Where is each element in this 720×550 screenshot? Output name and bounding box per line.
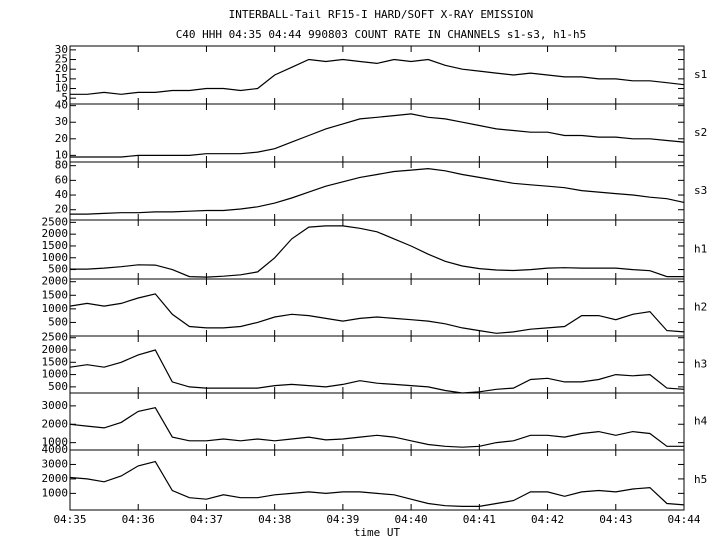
y-tick-label: 80 bbox=[55, 159, 68, 172]
x-tick-label: 04:42 bbox=[531, 513, 564, 526]
y-tick-label: 2000 bbox=[42, 275, 69, 288]
y-tick-label: 1000 bbox=[42, 251, 69, 264]
x-axis-label: time UT bbox=[354, 526, 401, 539]
y-tick-label: 30 bbox=[55, 115, 68, 128]
data-line bbox=[70, 58, 685, 95]
y-tick-label: 1500 bbox=[42, 239, 69, 252]
x-tick-label: 04:43 bbox=[599, 513, 632, 526]
y-tick-label: 20 bbox=[55, 62, 68, 75]
chart-subtitle: C40 HHH 04:35 04:44 990803 COUNT RATE IN… bbox=[176, 28, 587, 41]
panel-label: s2 bbox=[694, 126, 707, 139]
x-tick-label: 04:37 bbox=[190, 513, 223, 526]
data-line bbox=[70, 167, 685, 215]
y-tick-label: 500 bbox=[48, 263, 68, 276]
y-tick-label: 25 bbox=[55, 53, 68, 66]
panel-label: h3 bbox=[694, 358, 707, 371]
data-line bbox=[70, 113, 685, 158]
y-tick-label: 15 bbox=[55, 72, 68, 85]
x-tick-label: 04:39 bbox=[326, 513, 359, 526]
panel-label: h2 bbox=[694, 301, 707, 314]
y-tick-label: 1000 bbox=[42, 368, 69, 381]
data-line bbox=[69, 349, 685, 394]
y-tick-label: 20 bbox=[55, 203, 68, 216]
y-tick-label: 2500 bbox=[42, 331, 69, 344]
x-tick-label: 04:41 bbox=[463, 513, 496, 526]
data-line bbox=[69, 293, 685, 334]
panel-frame bbox=[69, 449, 685, 511]
y-tick-label: 40 bbox=[55, 99, 68, 112]
panel-frame bbox=[69, 278, 685, 337]
panel-label: s3 bbox=[694, 184, 707, 197]
y-tick-label: 1000 bbox=[42, 302, 69, 315]
data-line bbox=[69, 460, 685, 507]
x-tick-label: 04:40 bbox=[395, 513, 428, 526]
y-tick-label: 3000 bbox=[42, 399, 69, 412]
y-tick-label: 20 bbox=[55, 132, 68, 145]
panel-frame bbox=[69, 392, 685, 451]
x-tick-label: 04:44 bbox=[667, 513, 700, 526]
y-tick-label: 30 bbox=[55, 43, 68, 56]
chart-title: INTERBALL-Tail RF15-I HARD/SOFT X-RAY EM… bbox=[229, 8, 534, 21]
y-tick-label: 3000 bbox=[42, 457, 69, 470]
y-tick-label: 10 bbox=[55, 82, 68, 95]
panel-frame bbox=[69, 335, 685, 394]
y-tick-label: 5 bbox=[61, 91, 68, 104]
y-tick-label: 1500 bbox=[42, 288, 69, 301]
y-tick-label: 40 bbox=[55, 188, 68, 201]
y-tick-label: 500 bbox=[48, 315, 68, 328]
y-tick-label: 1000 bbox=[42, 436, 69, 449]
x-tick-label: 04:36 bbox=[122, 513, 155, 526]
panel-label: h1 bbox=[694, 243, 707, 256]
panel-frame bbox=[69, 219, 685, 280]
data-line bbox=[69, 407, 684, 448]
y-tick-label: 2500 bbox=[42, 215, 69, 228]
panel-frame bbox=[69, 45, 685, 105]
y-tick-label: 4000 bbox=[42, 443, 69, 456]
y-tick-label: 2000 bbox=[42, 343, 69, 356]
y-tick-label: 500 bbox=[48, 380, 68, 393]
panel-label: h4 bbox=[694, 415, 708, 428]
x-tick-label: 04:35 bbox=[53, 513, 86, 526]
y-tick-label: 1500 bbox=[42, 355, 69, 368]
y-tick-label: 2000 bbox=[42, 227, 69, 240]
y-tick-label: 1000 bbox=[42, 486, 69, 499]
y-tick-label: 60 bbox=[55, 173, 68, 186]
y-tick-label: 2000 bbox=[42, 472, 69, 485]
panel-frame bbox=[69, 103, 685, 163]
panel-label: h5 bbox=[694, 473, 707, 486]
panel-label: s1 bbox=[694, 68, 707, 81]
x-tick-label: 04:38 bbox=[258, 513, 291, 526]
y-tick-label: 10 bbox=[55, 148, 68, 161]
y-tick-label: 2000 bbox=[42, 417, 69, 430]
data-line bbox=[70, 225, 684, 278]
